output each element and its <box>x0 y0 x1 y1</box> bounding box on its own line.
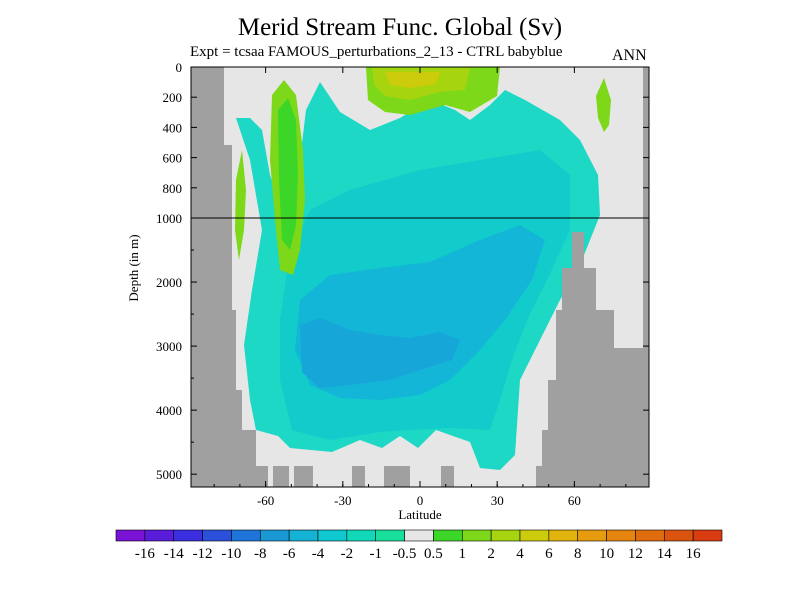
colorbar-box <box>404 529 434 542</box>
positive-contour-sh1-inner <box>278 98 298 250</box>
colorbar-box <box>259 529 290 542</box>
colorbar-box <box>317 529 348 542</box>
colorbar-label: 16 <box>686 546 702 562</box>
land-mask-seafloor-1 <box>273 466 289 487</box>
colorbar-label: 1 <box>459 546 467 562</box>
colorbar-label: -12 <box>193 546 213 562</box>
land-mask-seafloor-5 <box>441 466 454 487</box>
colorbar-box <box>461 529 492 542</box>
y-tick-label: 200 <box>163 90 183 105</box>
y-tick-label: 400 <box>163 120 183 135</box>
land-mask-arctic <box>643 67 649 487</box>
colorbar-box <box>577 529 607 542</box>
colorbar-label: 0.5 <box>424 546 443 562</box>
y-tick-label: 2000 <box>156 275 182 290</box>
colorbar-label: 12 <box>628 546 643 562</box>
y-tick-label: 3000 <box>156 339 182 354</box>
x-tick-label: 30 <box>491 493 504 508</box>
colorbar-label: -6 <box>283 546 296 562</box>
colorbar-box <box>433 529 463 542</box>
positive-contour-sh2 <box>235 150 246 260</box>
colorbar-label: -16 <box>135 546 155 562</box>
x-tick-label: -60 <box>257 493 274 508</box>
land-mask-seafloor-4 <box>384 466 410 487</box>
colorbar-box <box>490 529 521 542</box>
positive-contour-nh <box>596 78 611 132</box>
land-mask-seafloor-2 <box>294 466 313 487</box>
colorbar-box <box>519 529 550 542</box>
colorbar-label: -8 <box>254 546 267 562</box>
x-tick-label: 60 <box>568 493 581 508</box>
colorbar-box <box>231 529 261 542</box>
colorbar-box <box>346 529 377 542</box>
negative-contour-4 <box>300 318 460 388</box>
colorbar-labels: -16 -14 -12 -10 -8 -6 -4 -2 -1 -0.5 0.5 1 2 4 6 8 10 12 14… <box>135 546 701 562</box>
colorbar-label: -1 <box>369 546 382 562</box>
colorbar-label: 4 <box>516 546 524 562</box>
x-tick-label: -30 <box>334 493 351 508</box>
axis-ticks: -60 -30 0 30 6002004006008001000200030004000… <box>156 60 649 508</box>
x-tick-label: 0 <box>417 493 424 508</box>
y-tick-label: 5000 <box>156 467 182 482</box>
colorbar-box <box>606 529 636 542</box>
colorbar-box <box>375 529 405 542</box>
colorbar-label: -10 <box>221 546 241 562</box>
colorbar-box <box>173 529 203 542</box>
land-mask-north <box>536 232 649 487</box>
colorbar-box <box>635 529 665 542</box>
colorbar-box <box>692 529 723 542</box>
colorbar-label: -4 <box>312 546 325 562</box>
colorbar-label: 8 <box>574 546 582 562</box>
y-tick-label: 600 <box>163 151 183 166</box>
chart-title: Merid Stream Func. Global (Sv) <box>237 14 563 41</box>
x-axis-label: Latitude <box>398 507 442 522</box>
colorbar-label: -2 <box>341 546 354 562</box>
y-tick-label: 1000 <box>156 211 182 226</box>
colorbar-label: 14 <box>657 546 673 562</box>
colorbar-box <box>663 529 694 542</box>
colorbar-box <box>288 529 319 542</box>
land-mask-south <box>191 67 268 487</box>
colorbar-box <box>202 529 232 542</box>
colorbar-label: 6 <box>545 546 553 562</box>
positive-contour-north-core <box>385 72 440 88</box>
colorbar-box <box>144 529 175 542</box>
y-tick-label: 0 <box>176 60 183 75</box>
colorbar-label: -0.5 <box>393 546 417 562</box>
y-axis-label: Depth (in m) <box>126 234 141 301</box>
y-tick-label: 4000 <box>156 403 182 418</box>
land-mask-seafloor-3 <box>352 466 365 487</box>
colorbar-label: 10 <box>599 546 614 562</box>
colorbar-boxes <box>115 529 723 542</box>
colorbar-label: -14 <box>164 546 184 562</box>
colorbar-label: 2 <box>487 546 495 562</box>
colorbar-box <box>548 529 579 542</box>
chart-subtitle: Expt = tcsaa FAMOUS_perturbations_2_13 -… <box>190 44 563 60</box>
colorbar-box <box>115 529 146 542</box>
y-tick-label: 800 <box>163 181 183 196</box>
season-label: ANN <box>612 47 647 64</box>
